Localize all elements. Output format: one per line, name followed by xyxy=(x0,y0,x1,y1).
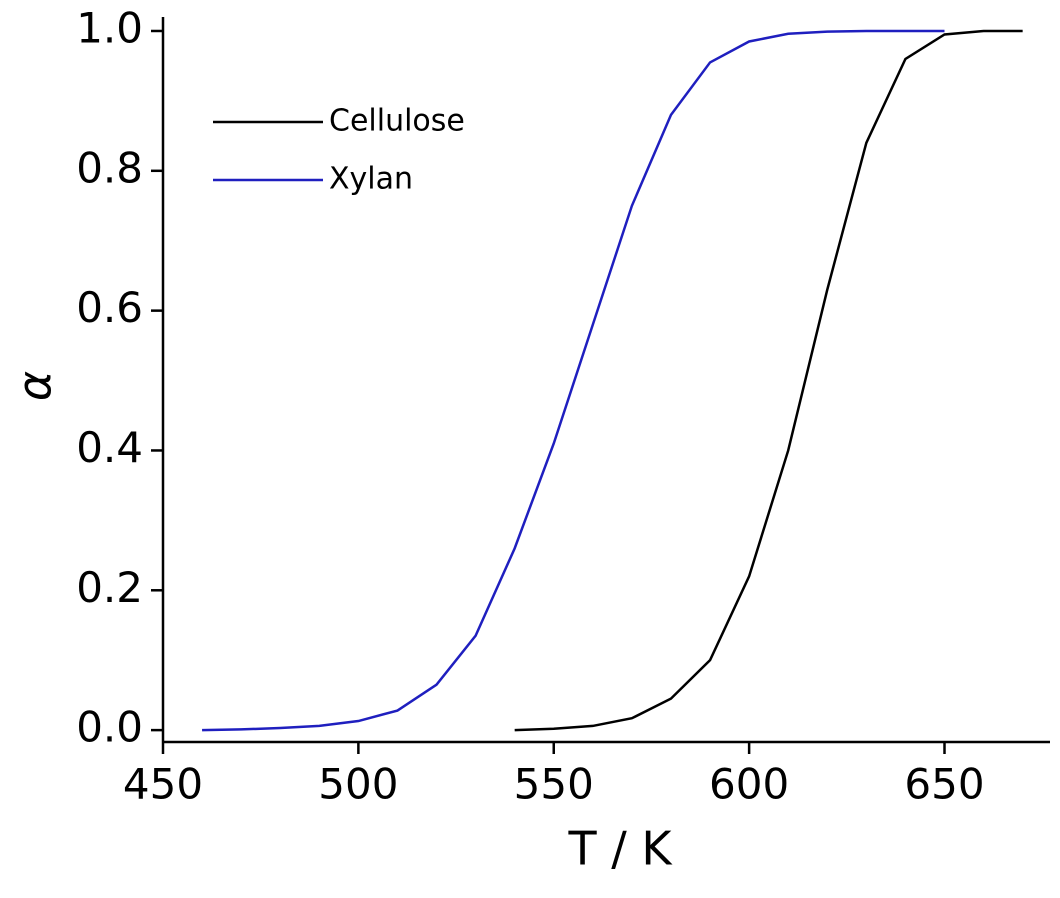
y-tick-label: 0.2 xyxy=(76,563,143,612)
legend-label: Cellulose xyxy=(329,104,465,139)
y-tick-label: 0.8 xyxy=(76,143,143,192)
x-tick-label: 550 xyxy=(514,760,594,809)
x-axis-label: T / K xyxy=(567,822,673,876)
y-tick-label: 0.6 xyxy=(76,283,143,332)
legend-label: Xylan xyxy=(329,162,413,197)
x-tick-label: 600 xyxy=(709,760,789,809)
line-series xyxy=(514,29,1023,732)
y-tick-label: 0.4 xyxy=(76,423,143,472)
x-tick-label: 650 xyxy=(904,760,984,809)
x-tick-label: 450 xyxy=(123,760,203,809)
x-tick-label: 500 xyxy=(318,760,398,809)
y-axis-label: α xyxy=(8,371,62,401)
y-tick-label: 0.0 xyxy=(76,703,143,752)
line-series xyxy=(202,29,945,732)
y-tick-label: 1.0 xyxy=(76,3,143,52)
